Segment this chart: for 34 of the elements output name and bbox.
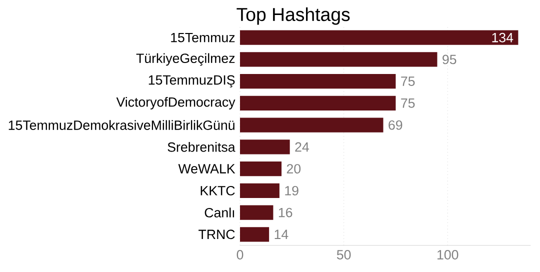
y-tick-label: KKTC: [200, 186, 235, 196]
y-tick-label: TürkiyeGeçilmez: [136, 53, 235, 66]
y-tick-label: WeWALK: [178, 164, 236, 174]
bar: [240, 140, 290, 154]
y-tick-label: 15TemmuzDemokrasiveMilliBirlikGünü: [8, 120, 234, 130]
x-tick-label: 0: [236, 250, 244, 260]
x-tick-label: 50: [336, 250, 351, 260]
bar: [240, 227, 270, 242]
data-label: 69: [388, 120, 402, 130]
data-label: 134: [492, 32, 514, 42]
data-label: 14: [274, 230, 288, 239]
data-label: 20: [286, 164, 301, 174]
y-tick-label: 15TemmuzDIŞ: [148, 75, 235, 88]
bar: [240, 52, 438, 67]
bar: [240, 74, 396, 89]
data-label: 95: [442, 54, 456, 64]
bar: [240, 96, 396, 111]
data-label: 16: [278, 208, 292, 218]
y-tick-label: VictoryofDemocracy: [116, 96, 236, 110]
x-tick-label: 100: [438, 250, 458, 260]
y-tick-label: Srebrenitsa: [168, 142, 236, 152]
bar: [240, 205, 274, 220]
y-tick-label: Canlı: [204, 208, 234, 218]
data-label: 75: [401, 98, 415, 108]
bar: [240, 30, 518, 45]
data-label: 75: [401, 76, 415, 86]
data-label: 24: [295, 142, 309, 152]
data-label: 19: [285, 186, 298, 196]
y-tick-label: 15Temmuz: [171, 32, 235, 42]
bar: [240, 183, 280, 198]
y-tick-label: TRNC: [198, 230, 235, 240]
bar: [240, 118, 384, 132]
chart-title: Top Hashtags: [236, 7, 350, 25]
bar: [240, 161, 282, 176]
